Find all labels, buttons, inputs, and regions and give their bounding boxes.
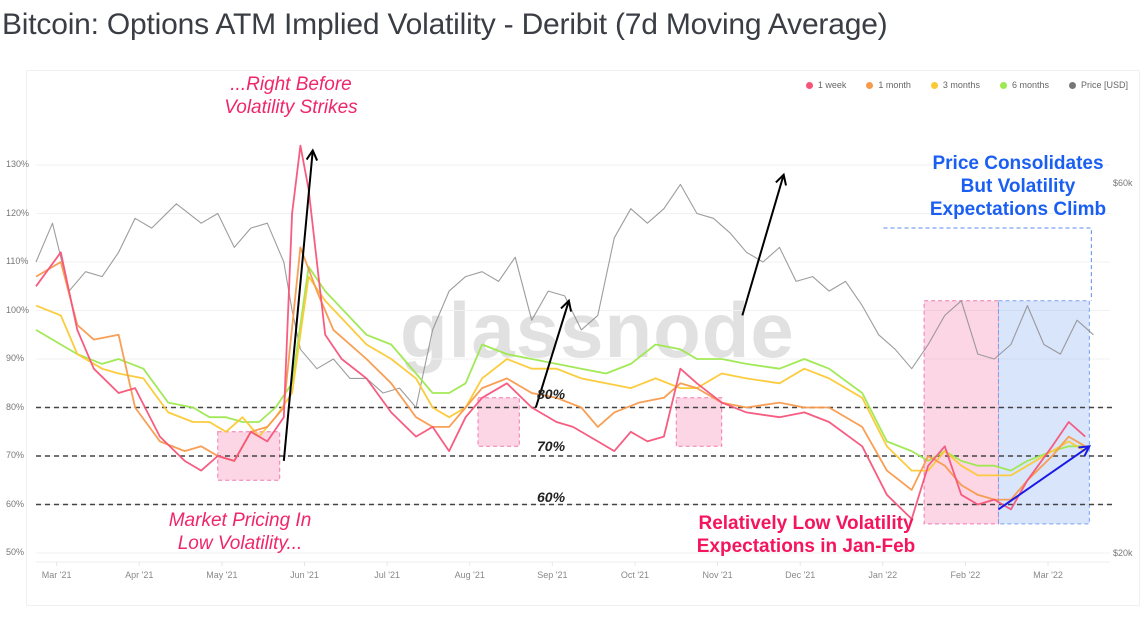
legend: 1 week 1 month 3 months 6 months Price [… [805, 80, 1128, 90]
x-tick-label: Aug '21 [454, 570, 485, 580]
y-tick-label: 90% [6, 353, 25, 363]
y-tick-label: 70% [6, 450, 25, 460]
y-tick-label: 100% [6, 304, 30, 315]
y-tick-label: 120% [6, 207, 30, 218]
legend-dot-icon [999, 81, 1007, 89]
annotation-market-pricing: Market Pricing In Low Volatility... [140, 510, 340, 556]
highlight-region [675, 397, 723, 447]
annotation-line: Price Consolidates [932, 153, 1104, 174]
legend-label: 6 months [1011, 80, 1049, 90]
annotation-line: Low Volatility... [177, 532, 303, 554]
legend-label: 3 months [942, 80, 980, 90]
x-tick-label: Mar '21 [41, 570, 72, 580]
reference-label-70: 70% [537, 438, 566, 454]
y-tick-label: 80% [6, 401, 25, 412]
series-line-1-month [35, 246, 1086, 501]
annotation-line: Expectations Climb [929, 198, 1107, 220]
annotation-arrows [282, 148, 1092, 511]
annotation-right-before: ...Right Before Volatility Strikes [206, 74, 376, 120]
legend-label: Price [USD] [1080, 80, 1128, 90]
y-tick-label: 50% [6, 547, 25, 557]
series-lines [35, 144, 1094, 520]
price-consolidates-bracket [883, 227, 1092, 301]
x-tick-label: Feb '22 [950, 570, 981, 580]
highlight-region [923, 300, 999, 525]
annotation-line: Expectations in Jan-Feb [696, 535, 916, 557]
legend-label: 1 month [878, 80, 911, 90]
legend-item-6-months[interactable]: 6 months [999, 80, 1049, 90]
chart-title: Bitcoin: Options ATM Implied Volatility … [2, 8, 888, 41]
x-tick-label: Dec '21 [785, 570, 816, 580]
series-line-price-usd- [35, 183, 1094, 409]
x-tick-label: Oct '21 [620, 570, 650, 580]
series-line-6-months [35, 265, 1086, 472]
arrow-head-icon [1078, 445, 1092, 457]
legend-item-price[interactable]: Price [USD] [1068, 80, 1128, 90]
arrow-head-icon [775, 172, 787, 186]
arrow-shaft [534, 300, 570, 408]
x-tick-label: Jan '22 [868, 570, 898, 580]
legend-dot-icon [866, 81, 874, 89]
y-tick-label: 110% [6, 256, 29, 266]
annotation-price-consolidates: Price Consolidates But Volatility Expect… [908, 153, 1128, 221]
x-tick-label: Jul '21 [374, 570, 400, 580]
annotation-line: Relatively Low Volatility [698, 513, 914, 534]
legend-dot-icon [805, 81, 813, 89]
series-line-3-months [35, 275, 1086, 477]
x-tick-label: Jun '21 [290, 570, 319, 580]
annotation-line: Volatility Strikes [224, 96, 358, 118]
arrow-shaft [741, 174, 785, 316]
legend-dot-icon [930, 81, 938, 89]
annotation-line: Market Pricing In [168, 510, 312, 531]
x-tick-label: Apr '21 [125, 570, 154, 580]
y-tick-label: 130% [6, 159, 30, 169]
x-tick-label: Mar '22 [1033, 570, 1063, 580]
x-tick-label: Nov '21 [702, 570, 733, 580]
x-tick-label: Sep '21 [537, 570, 568, 580]
highlight-region [997, 300, 1090, 525]
legend-item-1-week[interactable]: 1 week [805, 80, 847, 90]
arrow-shaft [282, 150, 314, 461]
legend-label: 1 week [817, 80, 847, 90]
annotation-line: ...Right Before [230, 74, 352, 95]
highlight-regions [217, 227, 1092, 525]
annotation-line: But Volatility [960, 175, 1076, 197]
series-line-1-week [35, 144, 1086, 520]
y-tick-label: 60% [6, 498, 25, 509]
reference-label-60: 60% [537, 489, 566, 505]
arrow-head-icon [560, 298, 573, 312]
highlight-region [477, 397, 520, 447]
legend-dot-icon [1068, 81, 1076, 89]
x-tick-label: May '21 [206, 570, 238, 580]
annotation-jan-feb: Relatively Low Volatility Expectations i… [676, 513, 936, 559]
arrow-shaft [997, 445, 1090, 511]
right-axis-tick: $60k [1113, 178, 1133, 188]
right-axis-tick: $20k [1113, 548, 1133, 558]
legend-item-3-months[interactable]: 3 months [930, 80, 980, 90]
arrow-head-icon [305, 148, 319, 161]
legend-item-1-month[interactable]: 1 month [866, 80, 911, 90]
reference-label-80: 80% [537, 386, 566, 402]
